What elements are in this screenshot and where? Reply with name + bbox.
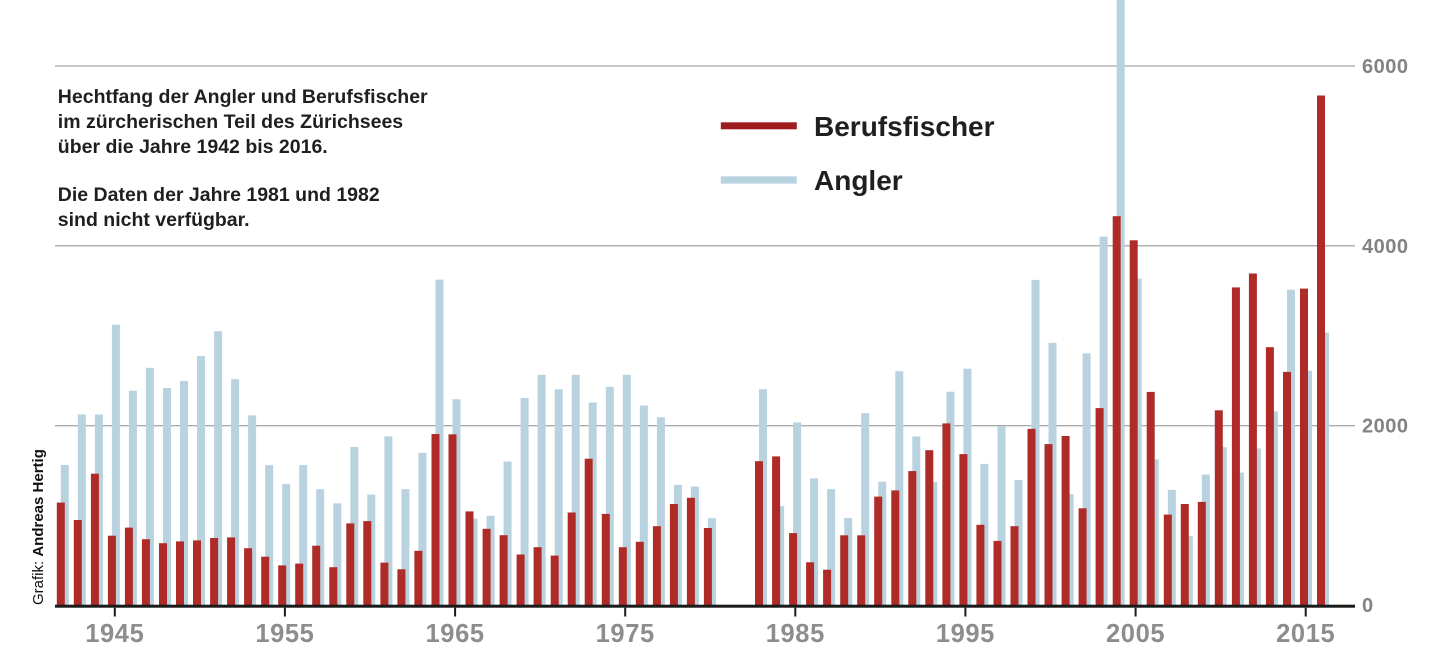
svg-text:2015: 2015: [1276, 620, 1335, 648]
svg-text:Hechtfang der Angler und Beruf: Hechtfang der Angler und Berufsfischer: [58, 86, 428, 108]
svg-text:2000: 2000: [1362, 416, 1409, 438]
svg-text:1955: 1955: [255, 620, 314, 648]
svg-text:1985: 1985: [766, 620, 825, 648]
svg-text:1945: 1945: [85, 620, 144, 648]
svg-text:1965: 1965: [426, 620, 485, 648]
svg-text:2005: 2005: [1106, 620, 1165, 648]
svg-text:im zürcherischen Teil des Züri: im zürcherischen Teil des Zürichsees: [58, 111, 404, 133]
svg-text:6000: 6000: [1362, 56, 1409, 78]
svg-text:Berufsfischer: Berufsfischer: [814, 111, 995, 142]
svg-text:1995: 1995: [936, 620, 995, 648]
svg-text:0: 0: [1362, 595, 1374, 617]
svg-text:1975: 1975: [596, 620, 655, 648]
svg-text:über die Jahre 1942 bis 2016.: über die Jahre 1942 bis 2016.: [58, 136, 328, 158]
svg-text:Die Daten der Jahre 1981 und 1: Die Daten der Jahre 1981 und 1982: [58, 184, 380, 206]
svg-text:Grafik: Andreas Hertig: Grafik: Andreas Hertig: [30, 449, 47, 605]
svg-text:4000: 4000: [1362, 236, 1409, 258]
svg-text:Angler: Angler: [814, 165, 903, 196]
svg-text:sind nicht verfügbar.: sind nicht verfügbar.: [58, 209, 250, 231]
